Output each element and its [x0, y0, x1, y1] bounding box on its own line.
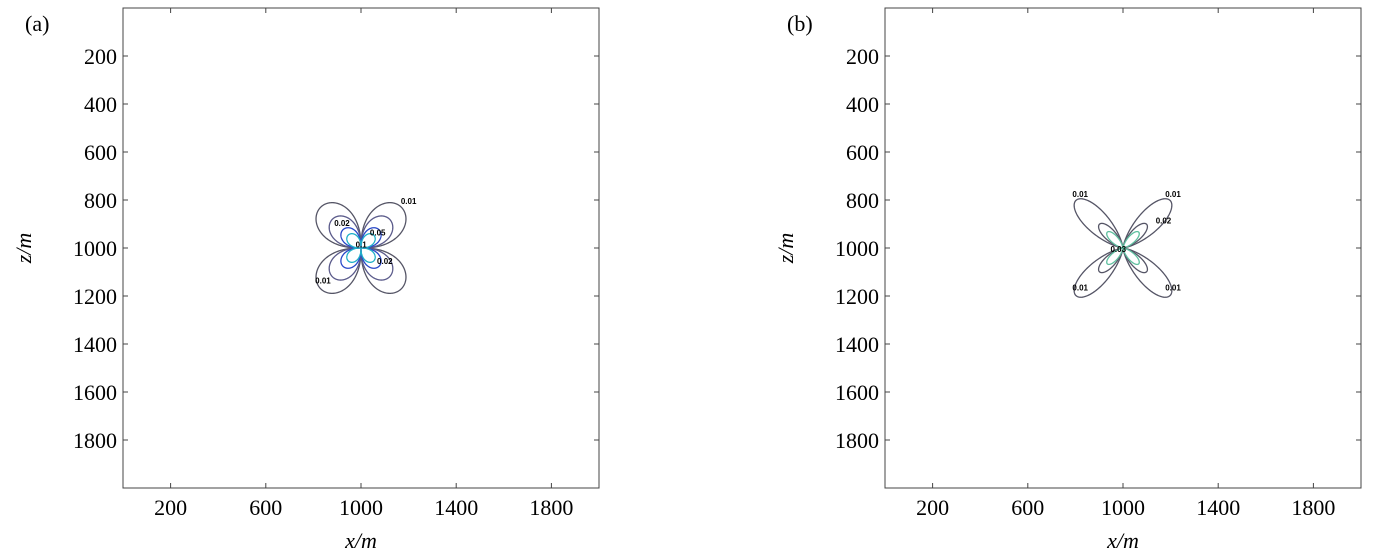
y-tick-label: 600: [84, 140, 117, 165]
contour-label: 0.02: [377, 257, 393, 266]
x-axis-label: x/m: [1106, 528, 1139, 553]
contour-line: [1106, 230, 1140, 266]
contour-line: [346, 233, 376, 263]
x-tick-label: 600: [1011, 495, 1044, 520]
y-axis-label: z/m: [11, 233, 36, 265]
y-tick-label: 1600: [835, 380, 879, 405]
contour-label: 0.01: [401, 197, 417, 206]
y-tick-label: 600: [846, 140, 879, 165]
x-tick-label: 1400: [1196, 495, 1240, 520]
contour-label: 0.01: [1165, 190, 1181, 199]
panel-label: (b): [787, 11, 813, 36]
contour-label: 0.01: [1072, 190, 1088, 199]
y-axis-label: z/m: [773, 233, 798, 265]
x-tick-label: 1000: [339, 495, 383, 520]
y-tick-label: 400: [846, 92, 879, 117]
x-tick-label: 200: [916, 495, 949, 520]
y-tick-label: 1000: [73, 236, 117, 261]
y-tick-label: 1200: [73, 284, 117, 309]
contour-label: 0.03: [1110, 245, 1126, 254]
y-tick-label: 1400: [835, 332, 879, 357]
contour-label: 0.01: [1072, 284, 1088, 293]
contour-label: 0.05: [370, 228, 386, 237]
x-tick-label: 1000: [1101, 495, 1145, 520]
contour-label: 0.1: [356, 240, 368, 249]
y-tick-label: 1000: [835, 236, 879, 261]
y-tick-label: 1400: [73, 332, 117, 357]
x-tick-label: 600: [249, 495, 282, 520]
contour-label: 0.02: [334, 219, 350, 228]
y-tick-label: 200: [846, 44, 879, 69]
y-tick-label: 1600: [73, 380, 117, 405]
x-tick-label: 1400: [434, 495, 478, 520]
x-tick-label: 1800: [529, 495, 573, 520]
y-tick-label: 1800: [73, 428, 117, 453]
y-tick-label: 200: [84, 44, 117, 69]
x-tick-label: 1800: [1291, 495, 1335, 520]
contour-label: 0.01: [315, 276, 331, 285]
y-tick-label: 800: [846, 188, 879, 213]
y-tick-label: 400: [84, 92, 117, 117]
panel-label: (a): [25, 11, 49, 36]
y-tick-label: 800: [84, 188, 117, 213]
y-tick-label: 1800: [835, 428, 879, 453]
contour-label: 0.01: [1165, 284, 1181, 293]
contour-label: 0.02: [1156, 216, 1172, 225]
x-axis-label: x/m: [344, 528, 377, 553]
y-tick-label: 1200: [835, 284, 879, 309]
x-tick-label: 200: [154, 495, 187, 520]
